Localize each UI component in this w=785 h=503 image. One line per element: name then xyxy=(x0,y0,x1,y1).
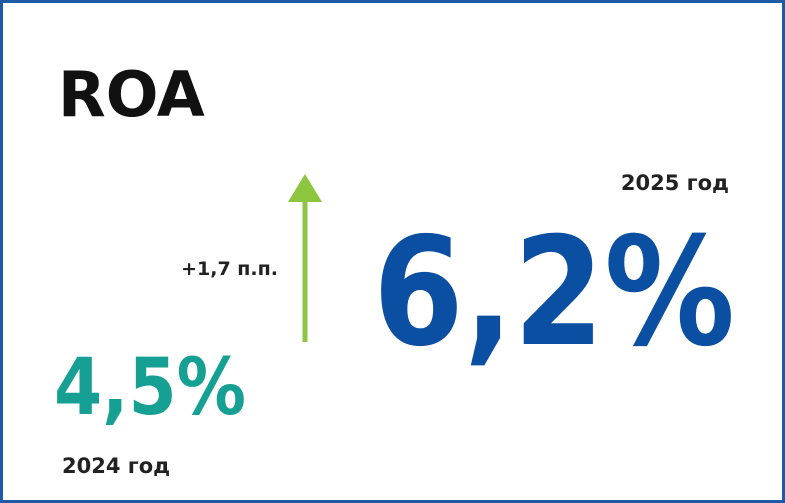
current-value: 6,2% xyxy=(373,206,735,380)
current-period: 2025 год xyxy=(621,171,729,195)
title: ROA xyxy=(58,58,205,131)
previous-value: 4,5% xyxy=(54,343,246,433)
change-label: +1,7 п.п. xyxy=(181,258,278,280)
previous-period: 2024 год xyxy=(62,454,170,478)
arrow-head xyxy=(288,174,322,202)
